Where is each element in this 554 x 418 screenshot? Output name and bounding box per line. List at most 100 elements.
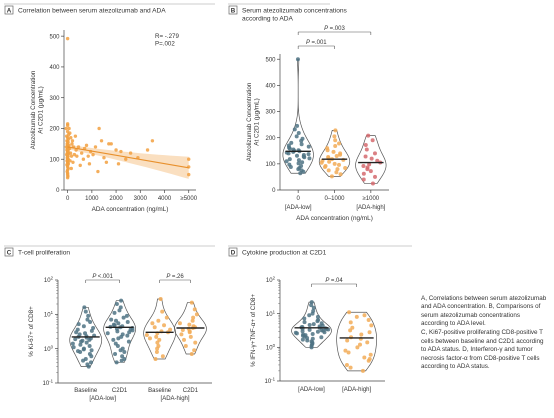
data-point [187, 322, 192, 327]
panel-letter: A [7, 8, 12, 15]
data-point [358, 342, 363, 347]
data-point [109, 317, 114, 322]
y-tick-label: 100 [44, 344, 54, 353]
data-point [322, 330, 327, 335]
data-point [306, 144, 311, 149]
data-point [359, 332, 364, 337]
data-point [366, 358, 371, 363]
data-point [354, 314, 359, 319]
y-tick-label: 400 [265, 84, 276, 90]
data-point [333, 144, 338, 149]
caption-paragraph-1: A, Correlations between serum atezolizum… [421, 295, 547, 328]
data-point [155, 346, 160, 351]
data-point [72, 152, 77, 157]
panel-letter: B [231, 8, 236, 15]
data-point [156, 318, 161, 323]
y-tick-label: 10-1 [264, 377, 275, 386]
data-point [76, 145, 81, 149]
data-point [183, 343, 188, 348]
data-point [78, 342, 83, 347]
data-point [65, 123, 70, 128]
panel-d: D Cytokine production at C2D1 10-1 100 101 10… [228, 245, 412, 393]
data-point [363, 143, 368, 148]
data-point [158, 296, 163, 301]
panel-letter-badge [228, 247, 238, 257]
panel-c: C T-cell proliferation 10-1 100 101 102 % Ki-6… [4, 245, 215, 402]
data-point [124, 157, 128, 161]
data-point [177, 321, 182, 326]
data-point [319, 335, 324, 340]
data-point [65, 175, 70, 180]
data-point [362, 355, 367, 360]
data-point [369, 156, 374, 161]
data-point [295, 123, 300, 128]
panel-title: Cytokine production at C2D1 [242, 250, 327, 257]
x-tick-label: C2D1 [183, 388, 199, 394]
data-point [128, 151, 133, 155]
data-point [144, 333, 149, 337]
data-point [348, 328, 353, 333]
x-tick-label: 1000 [85, 196, 99, 202]
data-point [105, 331, 110, 336]
panel-letter-badge [4, 5, 14, 15]
panel-title: according to ADA [242, 16, 294, 23]
data-point [116, 162, 121, 166]
data-point [187, 330, 192, 335]
violin-outline [318, 130, 351, 177]
data-point [310, 331, 315, 336]
data-point [89, 354, 94, 359]
correlation-annotation: P=.002 [155, 41, 175, 48]
x-group-label: [ADA-low] [285, 205, 312, 211]
data-point [85, 317, 90, 322]
data-point [326, 168, 331, 173]
data-point [86, 313, 91, 318]
data-point [332, 161, 337, 166]
data-point [81, 347, 86, 352]
data-point [74, 330, 79, 335]
data-point [343, 166, 348, 171]
data-point [116, 336, 121, 341]
data-point [189, 351, 194, 356]
data-point [332, 134, 337, 139]
data-point [68, 131, 72, 135]
violin-outline [143, 298, 176, 360]
data-point [309, 345, 314, 350]
data-point [88, 360, 93, 365]
data-point [368, 352, 373, 357]
data-point [307, 323, 312, 328]
p-value-label: P <.001 [92, 274, 113, 280]
data-point [369, 323, 374, 328]
data-point [154, 334, 159, 339]
y-tick-label: 500 [265, 57, 276, 63]
data-point [375, 158, 380, 163]
y-tick-label: 0 [56, 188, 60, 194]
data-point [365, 167, 370, 172]
data-point [360, 368, 365, 373]
data-point [301, 169, 306, 174]
data-point [160, 354, 165, 359]
data-point [126, 339, 131, 344]
data-point [366, 133, 371, 138]
data-point [296, 161, 301, 166]
panel-letter-badge [4, 247, 14, 257]
x-axis-label: ADA concentration (ng/mL) [92, 206, 169, 213]
data-point [348, 365, 353, 370]
y-axis-label: At C2D1 (µg/mL) [254, 98, 261, 145]
data-point [284, 159, 289, 164]
panel-title: T-cell proliferation [18, 250, 70, 257]
data-point [363, 154, 368, 159]
data-point [168, 327, 173, 332]
data-point [310, 311, 315, 316]
data-point [311, 322, 316, 327]
data-point [370, 138, 375, 143]
data-point [307, 156, 312, 161]
data-point [367, 330, 372, 335]
data-point [97, 126, 101, 131]
confidence-band [67, 144, 189, 179]
data-point [130, 328, 135, 333]
data-point [114, 148, 118, 152]
data-point [112, 310, 117, 315]
data-point [307, 313, 312, 318]
data-point [289, 140, 294, 145]
data-point [180, 327, 185, 332]
